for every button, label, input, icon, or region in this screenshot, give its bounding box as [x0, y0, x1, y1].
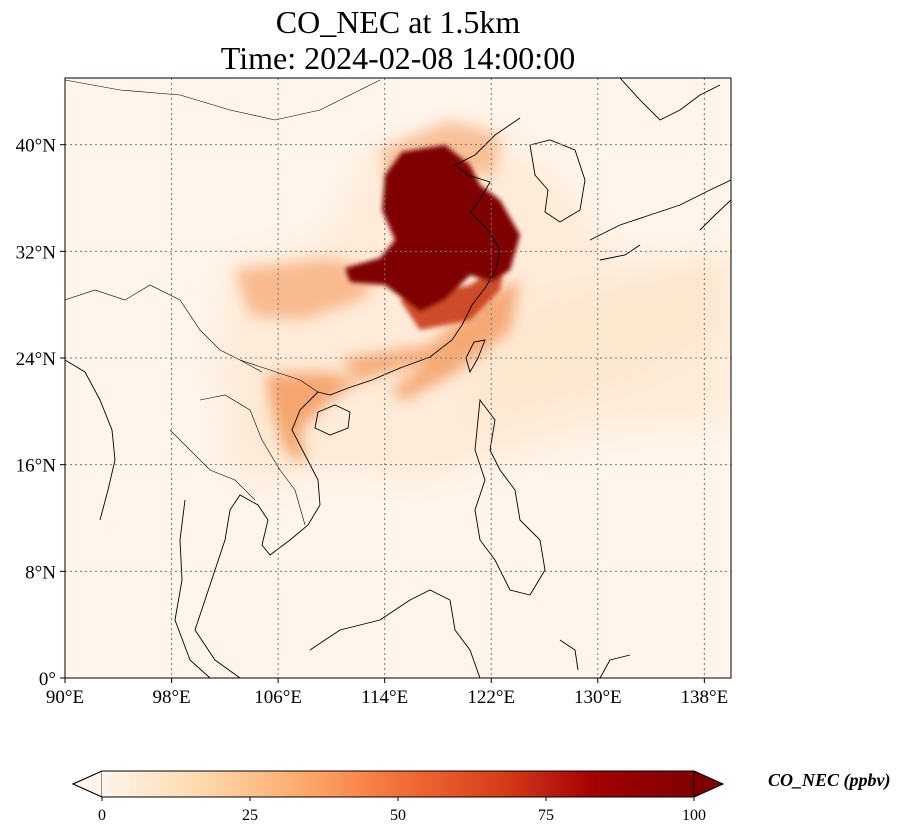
lat-tick-label: 8°N: [25, 562, 56, 583]
lon-tick-label: 138°E: [681, 687, 729, 708]
lat-tick-label: 24°N: [16, 349, 57, 370]
coastlines: [65, 78, 731, 678]
latitude-axis: 0° 8°N 16°N 24°N 32°N 40°N: [16, 136, 65, 690]
border-thailand: [169, 429, 256, 501]
lat-tick-label: 0°: [39, 669, 56, 690]
lat-tick-label: 16°N: [16, 456, 57, 477]
map-title-line2: Time: 2024-02-08 14:00:00: [220, 40, 576, 76]
map-area: [64, 77, 732, 679]
lon-tick-label: 98°E: [152, 687, 190, 708]
coastline-malay-peninsula: [174, 499, 211, 678]
coastline-taiwan: [465, 339, 486, 374]
coastline-japan: [589, 179, 731, 261]
coastline-korea: [529, 139, 586, 223]
colorbar-ticks: 0 25 50 75 100: [98, 797, 706, 824]
haze-tail: [470, 260, 731, 420]
gridlines: [65, 78, 731, 678]
lon-tick-label: 130°E: [574, 687, 622, 708]
colorbar-tick-label: 25: [242, 807, 258, 824]
plume-west: [235, 258, 380, 320]
coastline-indochina: [194, 391, 321, 678]
concentration-field: [215, 120, 731, 490]
coastline-china: [317, 117, 521, 396]
border-southwest: [65, 284, 263, 373]
colorbar-tick-label: 0: [98, 807, 106, 824]
colorbar: 0 25 50 75 100: [71, 770, 725, 824]
colorbar-extend-high: [693, 770, 724, 798]
coastline-borneo: [309, 589, 481, 678]
map-title-line1: CO_NEC at 1.5km: [275, 4, 521, 40]
colorbar-tick-label: 100: [682, 807, 706, 824]
lon-tick-label: 106°E: [254, 687, 302, 708]
plume-tonkin: [265, 372, 360, 465]
coastline-hainan: [314, 404, 351, 436]
lon-tick-label: 114°E: [361, 687, 408, 708]
core-layer: [345, 145, 520, 330]
core-band: [400, 262, 505, 330]
lon-tick-label: 122°E: [467, 687, 515, 708]
lat-tick-label: 32°N: [16, 242, 57, 263]
coastline-russia: [619, 78, 721, 121]
colorbar-tick-label: 75: [538, 807, 554, 824]
coastline-philippines: [474, 398, 546, 596]
coastline-myanmar: [65, 359, 116, 521]
lon-tick-label: 90°E: [46, 687, 84, 708]
lat-tick-label: 40°N: [16, 136, 57, 157]
core-max: [345, 145, 520, 312]
longitude-axis: 90°E 98°E 106°E 114°E 122°E 130°E 138°E: [46, 678, 728, 708]
coastline-sulawesi: [559, 639, 631, 678]
colorbar-label: CO_NEC (ppbv): [768, 770, 891, 790]
colorbar-extend-low: [72, 770, 103, 798]
colorbar-gradient: [102, 771, 694, 797]
border-laos-vietnam: [199, 394, 306, 526]
border-mongolia: [65, 79, 381, 121]
map-frame: [64, 77, 732, 679]
border-china-inner: [239, 359, 319, 393]
colorbar-tick-label: 50: [390, 807, 406, 824]
